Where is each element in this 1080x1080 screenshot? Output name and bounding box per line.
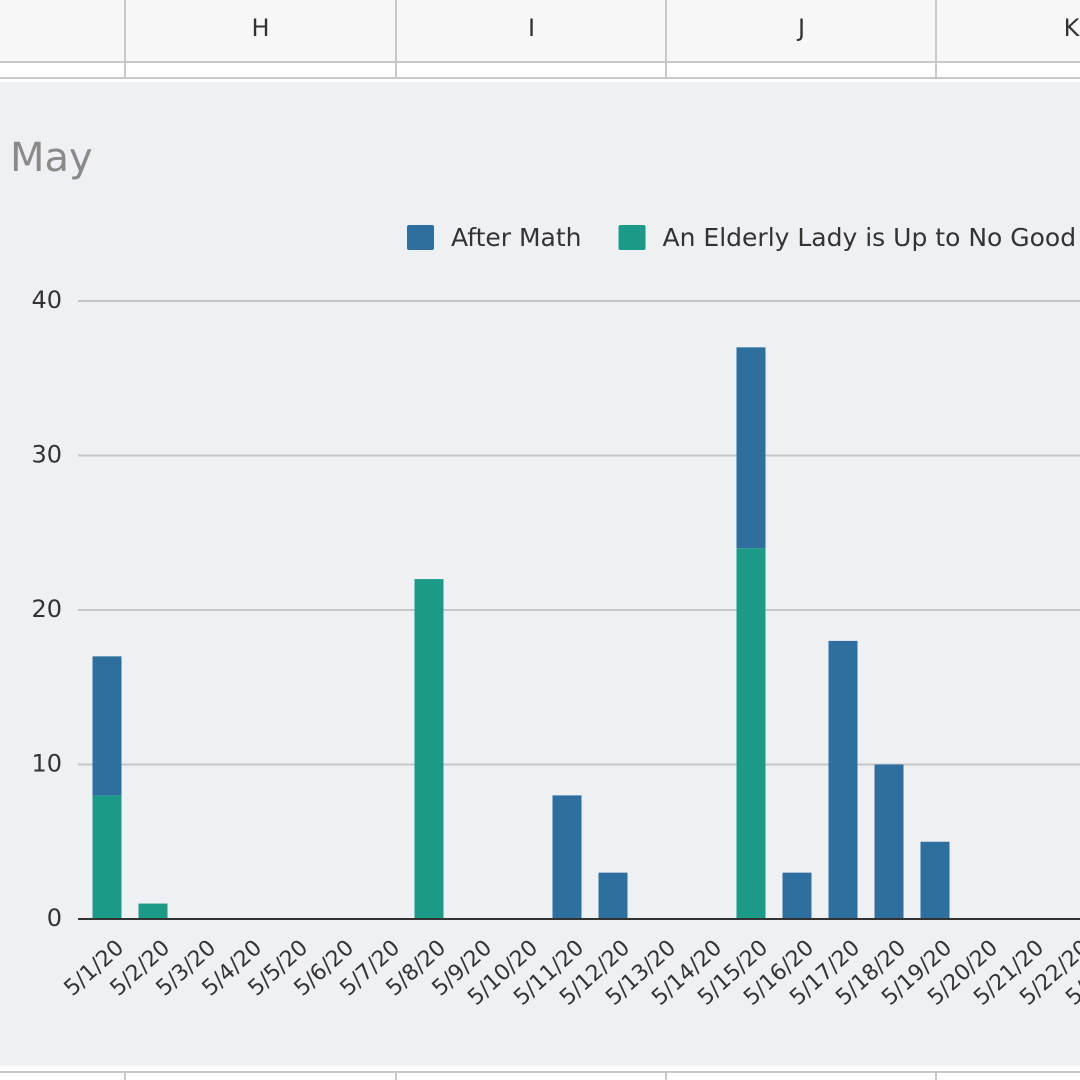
column-header[interactable]: J xyxy=(796,14,805,42)
bar-segment xyxy=(414,579,444,919)
bar-segment xyxy=(598,872,628,919)
bar-segment xyxy=(92,656,122,796)
legend-label[interactable]: After Math xyxy=(451,223,582,252)
bar-segment xyxy=(828,640,858,919)
bar-segment xyxy=(920,841,950,919)
legend-swatch xyxy=(407,225,434,250)
column-header[interactable]: H xyxy=(251,14,269,42)
column-header-row xyxy=(0,0,1080,62)
bar-segment xyxy=(138,903,168,919)
bar-segment xyxy=(874,764,904,919)
bar-segment xyxy=(552,795,582,919)
bar-segment xyxy=(782,872,812,919)
y-tick-label: 30 xyxy=(31,441,62,469)
column-header[interactable]: K xyxy=(1064,14,1080,42)
chart-title: May xyxy=(10,135,93,181)
bar-segment xyxy=(736,347,766,549)
legend-swatch xyxy=(618,225,646,250)
bar-segment xyxy=(92,795,122,919)
legend-label[interactable]: An Elderly Lady is Up to No Good xyxy=(663,223,1077,252)
y-tick-label: 40 xyxy=(31,286,62,314)
column-header[interactable]: I xyxy=(528,14,535,42)
y-tick-label: 20 xyxy=(31,595,62,623)
bar-segment xyxy=(736,548,766,919)
y-tick-label: 10 xyxy=(31,750,62,778)
y-tick-label: 0 xyxy=(47,904,62,932)
